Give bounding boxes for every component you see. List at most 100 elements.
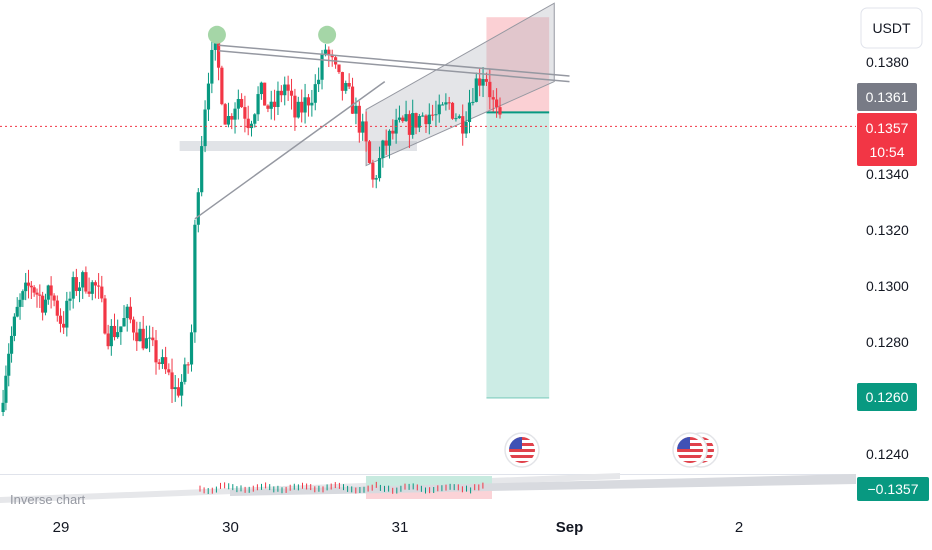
candle-body-6: [18, 299, 22, 307]
candle-body-153: [498, 107, 502, 115]
candle-body-131: [424, 115, 428, 125]
candle-body-101: [323, 49, 328, 54]
candle-body-74: [233, 108, 237, 120]
candle-body-92: [293, 95, 297, 118]
candle-body-129: [417, 116, 421, 128]
candle-body-63: [196, 192, 200, 225]
candle-body-41: [125, 306, 129, 319]
candle-body-15: [43, 299, 48, 313]
candle-body-117: [377, 158, 382, 179]
candle-body-34: [103, 298, 107, 334]
last-price-tag: 0.1357 10:54: [857, 113, 917, 166]
candle-body-81: [256, 94, 260, 115]
candle-body-97: [310, 102, 314, 106]
bar-countdown: 10:54: [869, 144, 904, 160]
candle-body-71: [223, 104, 227, 125]
us-flag-icon[interactable]: [504, 432, 540, 468]
candle-body-95: [303, 97, 307, 113]
peak-markers: [207, 25, 337, 44]
candle-body-2: [7, 353, 11, 376]
candle-body-116: [374, 178, 378, 180]
candle-body-132: [427, 114, 431, 125]
candle-body-123: [397, 117, 402, 120]
last-price-value: 0.1357: [866, 120, 909, 136]
candle-body-76: [240, 99, 244, 108]
candle-body-83: [263, 82, 267, 106]
currency-button-label[interactable]: USDT: [872, 20, 911, 36]
candle-body-22: [65, 300, 69, 328]
candle-body-145: [471, 101, 475, 103]
candle-body-28: [84, 272, 88, 292]
candle-body-27: [81, 272, 85, 288]
currency-button[interactable]: USDT: [860, 7, 923, 49]
previous-close-value: 0.1361: [866, 89, 909, 105]
time-axis[interactable]: 29 30 31 Sep 2: [53, 519, 744, 536]
price-tick-0.1320: 0.1320: [866, 222, 909, 238]
candle-body-114: [367, 141, 372, 163]
candle-body-113: [364, 121, 368, 142]
candle-body-14: [41, 295, 45, 313]
candle-body-99: [317, 79, 321, 85]
candle-body-5: [15, 306, 19, 317]
time-tick-30: 30: [222, 519, 239, 536]
candle-body-16: [46, 285, 50, 300]
candle-body-39: [119, 326, 123, 333]
candle-body-70: [220, 67, 224, 105]
us-flag-icon[interactable]: [672, 432, 708, 468]
candle-body-48: [148, 337, 152, 339]
candle-body-8: [24, 282, 28, 292]
candle-body-152: [495, 99, 499, 108]
candle-body-140: [454, 118, 458, 120]
candle-body-86: [272, 101, 277, 107]
time-tick-31: 31: [392, 519, 409, 536]
candle-body-46: [141, 328, 145, 349]
candle-body-19: [55, 300, 59, 316]
support-level-box[interactable]: [179, 141, 417, 151]
candle-body-24: [71, 277, 75, 299]
candle-body-54: [167, 369, 171, 373]
candle-body-67: [210, 49, 214, 84]
candle-body-139: [450, 102, 455, 119]
last-price-tag-bg: [857, 113, 917, 166]
candle-body-43: [132, 319, 136, 333]
candle-body-143: [464, 122, 468, 134]
candle-body-23: [68, 298, 72, 301]
candle-body-144: [467, 102, 472, 123]
candle-body-73: [230, 116, 234, 120]
candle-body-102: [327, 49, 331, 55]
candle-body-55: [170, 372, 174, 390]
candle-body-58: [180, 381, 184, 396]
trendlines-layer[interactable]: [194, 44, 570, 220]
candle-body-36: [109, 325, 113, 347]
candle-body-127: [411, 113, 415, 135]
candle-body-62: [193, 224, 197, 333]
candle-body-61: [189, 332, 194, 365]
candle-body-120: [387, 130, 392, 146]
candle-body-141: [457, 116, 461, 119]
inverse-resistance-band: [230, 474, 856, 496]
trendline-rising: [194, 80, 386, 220]
candle-body-82: [259, 82, 263, 95]
candles-layer: [1, 26, 502, 417]
take-profit-zone[interactable]: [486, 112, 550, 399]
inverse-chart-pane[interactable]: Inverse chart: [0, 473, 856, 507]
price-tick-0.1280: 0.1280: [866, 334, 909, 350]
candle-body-42: [128, 306, 133, 320]
currency-button-bg[interactable]: [860, 7, 923, 49]
candle-body-26: [77, 287, 82, 292]
candle-body-80: [253, 114, 257, 124]
candle-body-25: [74, 277, 78, 292]
target-price-tag-bg: [857, 383, 917, 411]
candle-body-110: [354, 105, 358, 114]
candle-body-29: [87, 291, 91, 294]
position-tool[interactable]: [486, 17, 550, 399]
candle-body-107: [344, 83, 348, 91]
price-tick-0.1240: 0.1240: [866, 446, 909, 462]
economic-events[interactable]: [504, 432, 719, 468]
candle-body-151: [491, 97, 495, 100]
candle-body-1: [4, 375, 8, 403]
candle-body-11: [32, 287, 36, 293]
candle-body-112: [361, 121, 365, 133]
